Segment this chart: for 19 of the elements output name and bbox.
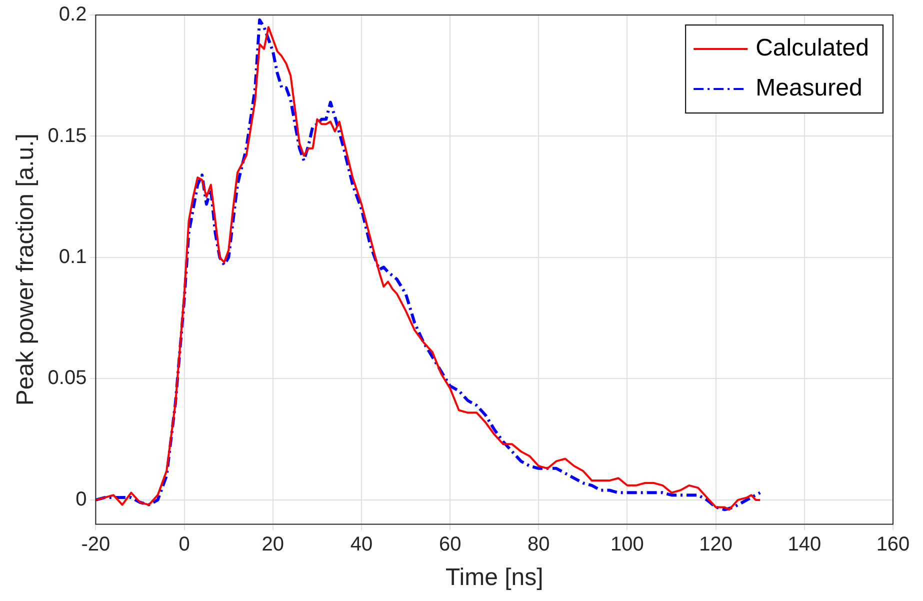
x-axis-title: Time [ns]: [445, 564, 544, 592]
y-tick-label: 0.05: [48, 367, 87, 390]
y-tick-label: 0.1: [58, 246, 87, 268]
y-axis-title: Peak power fraction [a.u.]: [12, 134, 40, 406]
x-tick-label: 160: [876, 534, 910, 556]
legend-label: Measured: [756, 74, 862, 102]
x-tick-label: 20: [262, 534, 284, 556]
y-tick-label: 0: [76, 488, 87, 510]
x-tick-label: 0: [178, 534, 190, 556]
x-tick-label: 120: [699, 534, 733, 556]
x-tick-label: 100: [610, 534, 644, 556]
y-tick-label: 0.15: [48, 124, 87, 147]
x-tick-label: 60: [438, 534, 462, 556]
x-tick-label: -20: [81, 534, 110, 556]
y-tick-label: 0.2: [58, 4, 87, 26]
x-tick-label: 140: [788, 534, 822, 556]
legend-label: Calculated: [756, 34, 870, 62]
x-tick-label: 80: [528, 534, 550, 556]
x-tick-label: 40: [350, 534, 373, 556]
